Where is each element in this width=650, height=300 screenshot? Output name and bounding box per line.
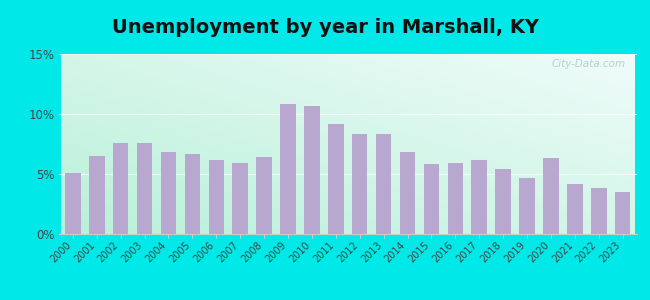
Bar [615, 192, 630, 234]
Bar [543, 158, 559, 234]
Bar [209, 160, 224, 234]
Bar [161, 152, 176, 234]
Bar [471, 160, 487, 234]
Bar [113, 143, 129, 234]
Bar [89, 156, 105, 234]
Bar [233, 163, 248, 234]
Bar [376, 134, 391, 234]
Bar [328, 124, 344, 234]
Bar [185, 154, 200, 234]
Bar [136, 143, 152, 234]
Bar [591, 188, 606, 234]
Bar [65, 173, 81, 234]
Bar [519, 178, 535, 234]
Text: Unemployment by year in Marshall, KY: Unemployment by year in Marshall, KY [112, 18, 538, 37]
Bar [424, 164, 439, 234]
Bar [495, 169, 511, 234]
Bar [352, 134, 367, 234]
Bar [280, 104, 296, 234]
Bar [400, 152, 415, 234]
Bar [567, 184, 582, 234]
Bar [448, 163, 463, 234]
Bar [256, 157, 272, 234]
Bar [304, 106, 320, 234]
Text: City-Data.com: City-Data.com [551, 59, 625, 69]
